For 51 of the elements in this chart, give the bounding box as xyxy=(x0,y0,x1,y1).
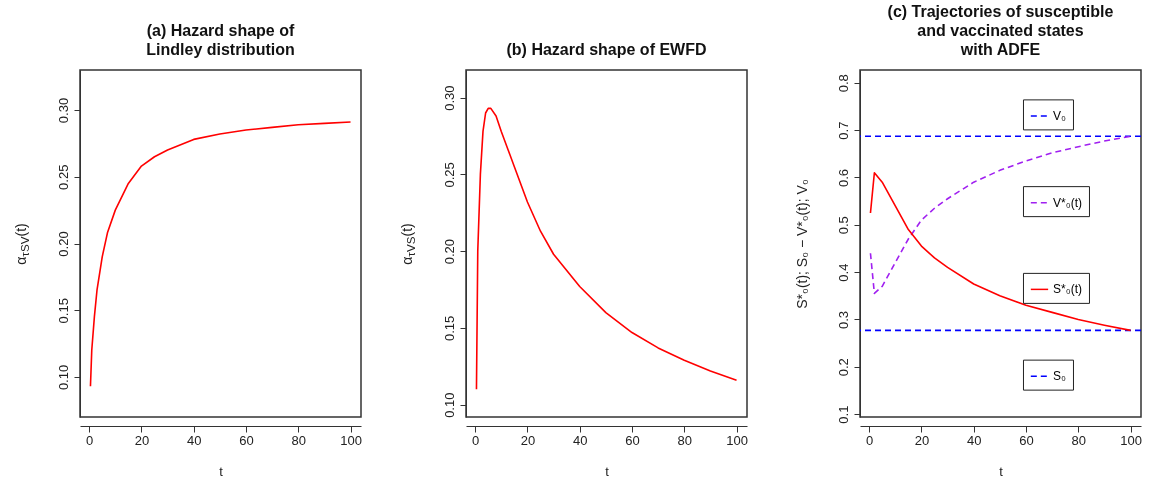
y-tick-label: 0.10 xyxy=(55,364,71,391)
y-tick-label: 0.5 xyxy=(835,216,851,235)
x-tick-label: 0 xyxy=(866,432,874,448)
y-tick-label: 0.25 xyxy=(441,162,457,188)
y-tick-label: 0.15 xyxy=(55,298,71,324)
chart-title: (c) Trajectories of susceptible and vaccinated states with ADFE xyxy=(887,3,1114,58)
y-axis-title: S*₀(t); S₀ − V*₀(t); V₀ xyxy=(794,178,810,309)
y-tick-label: 0.20 xyxy=(441,239,457,265)
chart-title: (b) Hazard shape of EWFD xyxy=(506,41,707,58)
x-axis-title: t xyxy=(605,463,610,478)
x-tick-label: 20 xyxy=(914,432,930,448)
y-tick-label: 0.1 xyxy=(835,405,851,424)
y-tick-label: 0.10 xyxy=(441,392,457,418)
y-tick-label: 0.7 xyxy=(835,121,851,140)
x-tick-label: 60 xyxy=(239,432,254,448)
line-series xyxy=(869,171,1132,332)
x-tick-label: 60 xyxy=(1019,432,1034,448)
line-series xyxy=(475,107,738,391)
y-tick-label: 0.8 xyxy=(835,74,851,93)
chart-title: (a) Hazard shape of Lindley distribution xyxy=(146,22,295,58)
x-tick-label: 20 xyxy=(134,432,150,448)
x-tick-label: 80 xyxy=(291,432,306,448)
x-tick-label: 20 xyxy=(520,432,536,448)
x-axis-title: t xyxy=(999,463,1004,478)
line-series xyxy=(89,121,352,388)
y-tick-label: 0.15 xyxy=(441,315,457,342)
y-tick-label: 0.6 xyxy=(835,168,851,187)
x-tick-label: 80 xyxy=(1071,432,1086,448)
legend-label: S*₀(t) xyxy=(1052,282,1082,297)
legend-label: V₀ xyxy=(1052,108,1066,123)
x-tick-label: 0 xyxy=(86,432,94,448)
x-tick-label: 40 xyxy=(966,432,982,448)
y-tick-label: 0.20 xyxy=(55,231,71,257)
y-tick-label: 0.4 xyxy=(835,263,851,282)
x-tick-label: 40 xyxy=(572,432,588,448)
x-tick-label: 60 xyxy=(625,432,640,448)
x-tick-label: 100 xyxy=(340,432,362,448)
x-axis-title: t xyxy=(219,463,224,478)
y-tick-label: 0.30 xyxy=(441,85,457,111)
y-tick-label: 0.30 xyxy=(55,97,71,124)
x-tick-label: 100 xyxy=(726,432,748,448)
y-tick-label: 0.25 xyxy=(55,164,71,190)
x-tick-label: 40 xyxy=(186,432,202,448)
y-tick-label: 0.3 xyxy=(835,310,851,330)
line-series xyxy=(869,135,1132,295)
legend-label: V*₀(t) xyxy=(1052,195,1082,210)
x-tick-label: 100 xyxy=(1120,432,1142,448)
y-tick-label: 0.2 xyxy=(835,358,851,377)
x-tick-label: 0 xyxy=(472,432,480,448)
x-tick-label: 80 xyxy=(677,432,692,448)
legend-label: S₀ xyxy=(1052,369,1066,384)
